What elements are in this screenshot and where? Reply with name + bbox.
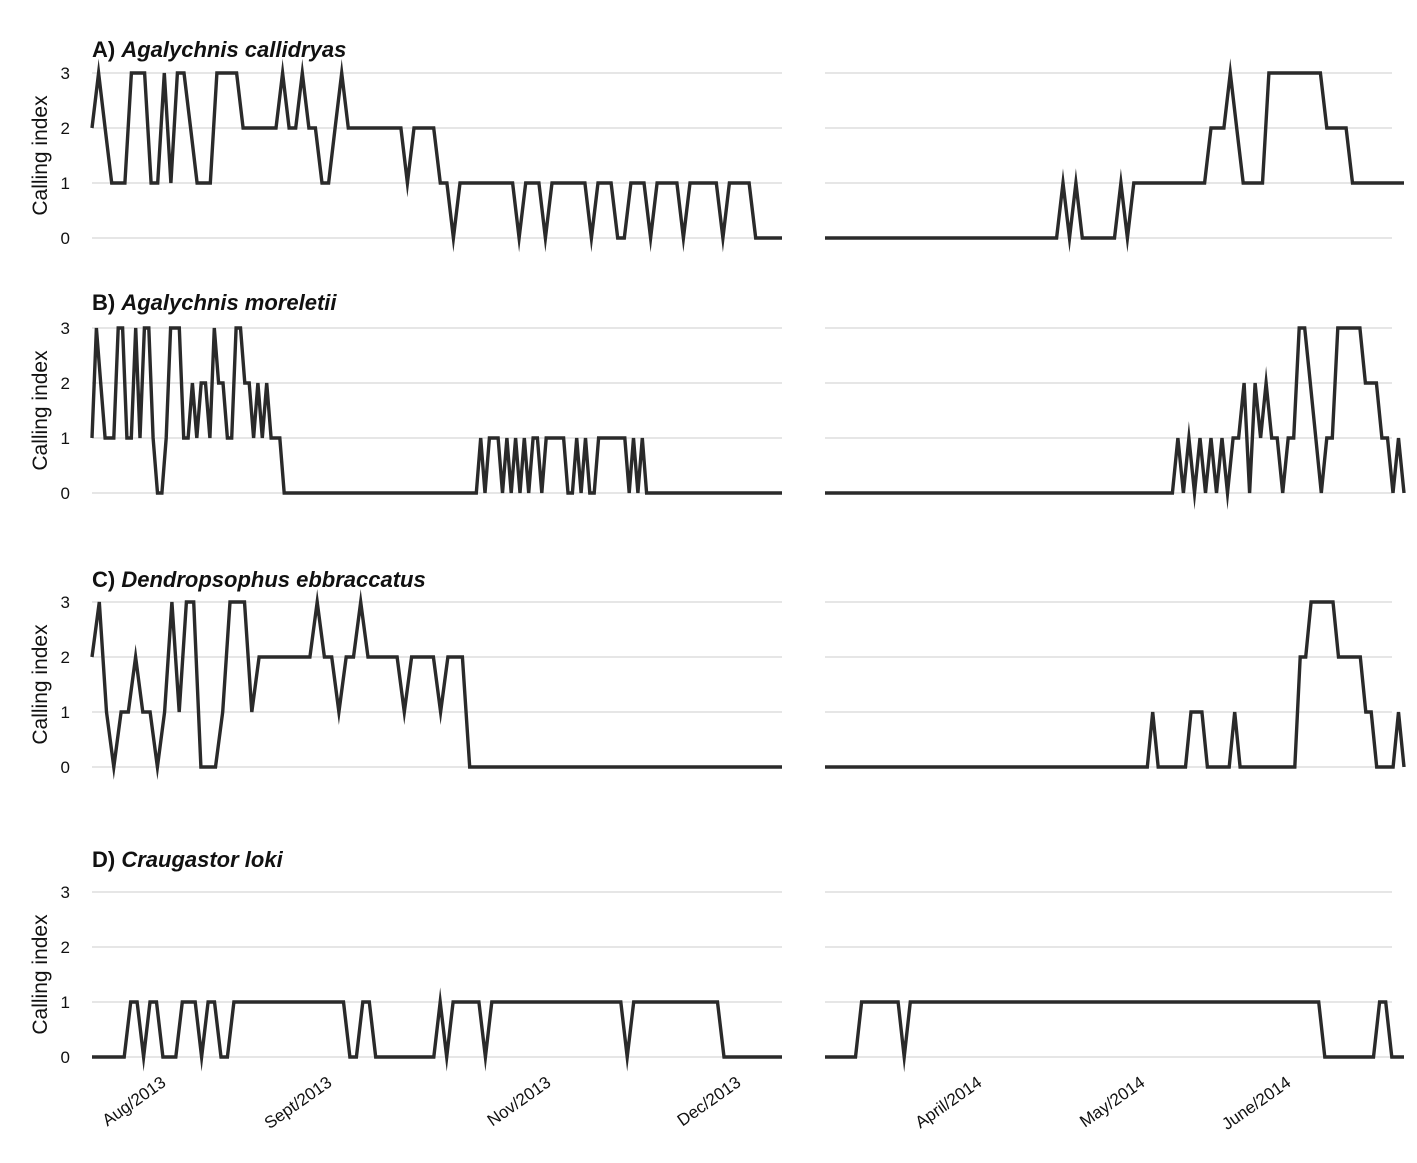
species-name: Dendropsophus ebbraccatus [121,567,425,592]
panel-letter: C) [92,567,121,592]
species-name: Agalychnis moreletii [120,290,337,315]
panel-letter: A) [92,37,121,62]
x-tick-label: Nov/2013 [484,1073,555,1130]
y-tick-label: 3 [61,593,70,612]
y-tick-label: 0 [61,229,70,248]
panel-a: A) Agalychnis callidryas Calling index 0 1 2… [29,37,1404,253]
y-tick-label: 0 [61,758,70,777]
x-tick-label: June/2014 [1218,1073,1294,1134]
y-tick-label: 3 [61,883,70,902]
panel-title: B) Agalychnis moreletii [92,290,337,315]
y-axis-label: Calling index [29,914,52,1035]
panel-letter: B) [92,290,121,315]
y-tick-label: 2 [61,648,70,667]
y-tick-label: 2 [61,119,70,138]
panel-b: B) Agalychnis moreletii Calling index 0 1 2 3 [29,290,1406,510]
series-line-season-2014 [825,326,1406,510]
species-name: Craugastor loki [121,847,283,872]
y-tick-label: 1 [61,174,70,193]
series-line-season-2013 [92,987,782,1072]
panels: A) Agalychnis callidryas Calling index 0 1 2… [29,37,1406,1073]
y-tick-label: 0 [61,484,70,503]
series-line-season-2014 [825,58,1404,253]
y-axis-label: Calling index [29,350,52,471]
y-tick-label: 0 [61,1048,70,1067]
panel-c: C) Dendropsophus ebbraccatus Calling inde… [29,567,1406,781]
x-tick-label: Dec/2013 [674,1073,745,1130]
species-name: Agalychnis callidryas [120,37,346,62]
panel-d: D) Craugastor loki Calling index 0 1 2 3 [29,847,1404,1073]
x-tick-label: Sept/2013 [261,1073,335,1133]
panel-title: C) Dendropsophus ebbraccatus [92,567,426,592]
x-tick-label: April/2014 [912,1073,986,1132]
x-tick-label: May/2014 [1076,1073,1148,1131]
y-tick-label: 3 [61,319,70,338]
panel-title: A) Agalychnis callidryas [92,37,346,62]
x-axis: Aug/2013 Sept/2013 Nov/2013 Dec/2013 Apr… [99,1073,1295,1134]
y-tick-label: 1 [61,429,70,448]
y-tick-label: 2 [61,938,70,957]
series-line-season-2013 [90,588,782,781]
y-tick-label: 1 [61,993,70,1012]
y-tick-label: 3 [61,64,70,83]
y-tick-label: 2 [61,374,70,393]
y-axis-label: Calling index [29,624,52,745]
panel-letter: D) [92,847,121,872]
panel-title: D) Craugastor loki [92,847,284,872]
x-tick-label: Aug/2013 [99,1073,170,1130]
series-line-season-2014 [825,600,1406,769]
y-axis-label: Calling index [29,95,52,216]
series-line-season-2013 [90,326,782,495]
y-tick-label: 1 [61,703,70,722]
series-line-season-2014 [825,1000,1404,1073]
series-line-season-2013 [90,58,782,253]
